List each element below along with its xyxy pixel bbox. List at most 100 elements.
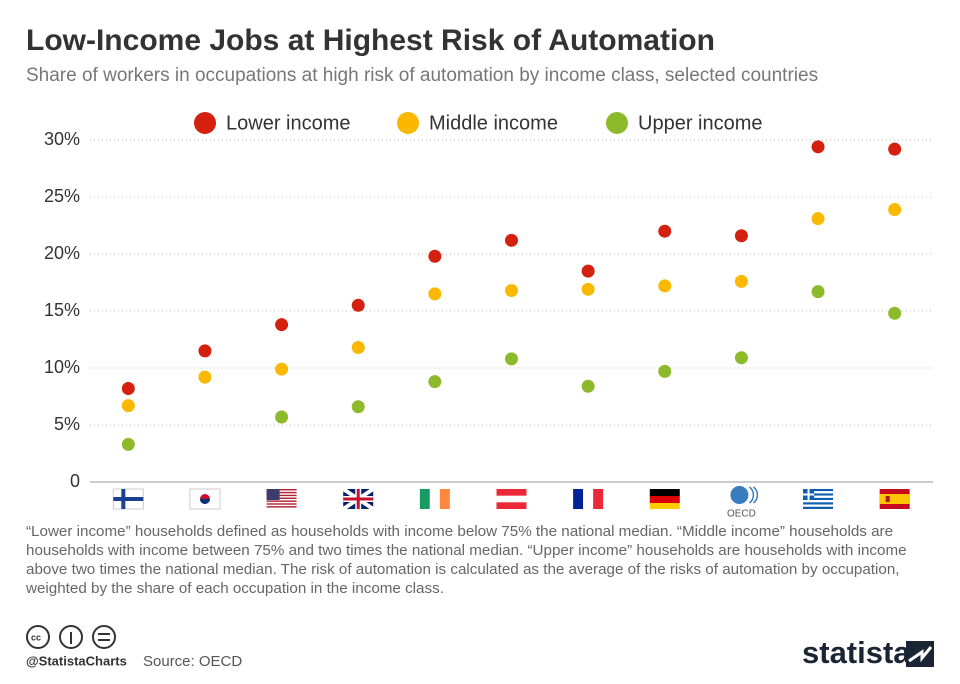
dot bbox=[658, 279, 672, 293]
y-tick-label: 10% bbox=[44, 357, 80, 377]
flag-icon bbox=[419, 489, 450, 509]
dot bbox=[121, 382, 135, 396]
dot bbox=[581, 264, 595, 278]
flag bbox=[649, 496, 680, 503]
dot bbox=[121, 399, 135, 413]
flag bbox=[803, 491, 834, 494]
cc-text: cc bbox=[31, 632, 41, 642]
flag bbox=[266, 491, 297, 494]
dot bbox=[811, 140, 825, 154]
chart-subtitle: Share of workers in occupations at high … bbox=[26, 65, 818, 86]
footnote: “Lower income” households defined as hou… bbox=[26, 523, 907, 597]
flag bbox=[803, 489, 834, 492]
flag bbox=[343, 489, 374, 509]
dot bbox=[811, 212, 825, 226]
flag-icon bbox=[573, 489, 604, 509]
dot bbox=[428, 249, 442, 263]
flag bbox=[573, 489, 584, 509]
legend-marker bbox=[606, 112, 628, 134]
y-tick-label: 25% bbox=[44, 186, 80, 206]
dot bbox=[505, 283, 518, 297]
flag-icon bbox=[112, 488, 144, 510]
dot bbox=[658, 364, 672, 378]
legend-label: Middle income bbox=[429, 112, 558, 134]
y-tick-label: 30% bbox=[44, 129, 80, 149]
flag bbox=[803, 493, 834, 496]
dot bbox=[351, 298, 365, 312]
dot bbox=[275, 318, 289, 332]
dot bbox=[581, 379, 595, 393]
flag-icon bbox=[189, 488, 221, 510]
flag bbox=[593, 489, 604, 509]
dot bbox=[275, 362, 289, 376]
dot bbox=[428, 287, 442, 301]
legend-marker bbox=[194, 112, 216, 134]
brand: statista bbox=[802, 635, 911, 670]
flag-icon bbox=[730, 486, 759, 504]
flag bbox=[803, 504, 834, 507]
flag bbox=[803, 495, 834, 498]
dot bbox=[734, 229, 748, 243]
dot bbox=[505, 352, 518, 366]
flag bbox=[113, 497, 144, 501]
chart-title: Low-Income Jobs at Highest Risk of Autom… bbox=[26, 24, 715, 57]
flag-icon bbox=[496, 489, 527, 509]
flag bbox=[730, 486, 749, 504]
flag bbox=[803, 489, 815, 500]
dot bbox=[198, 370, 212, 384]
dot bbox=[198, 344, 212, 358]
source: Source: OECD bbox=[143, 653, 242, 670]
flag bbox=[266, 503, 297, 505]
dot bbox=[658, 224, 672, 238]
flag bbox=[885, 496, 890, 502]
flag bbox=[748, 486, 759, 504]
flag bbox=[439, 489, 450, 509]
flag bbox=[429, 489, 440, 509]
flag bbox=[199, 499, 210, 504]
flag bbox=[583, 489, 594, 509]
flag bbox=[649, 503, 680, 509]
dot bbox=[275, 410, 289, 424]
dot bbox=[351, 340, 365, 354]
y-tick-label: 5% bbox=[54, 414, 80, 434]
dot bbox=[888, 142, 902, 156]
flag bbox=[803, 497, 834, 501]
legend-label: Upper income bbox=[638, 112, 763, 134]
flag bbox=[879, 494, 910, 504]
flag-icon bbox=[803, 489, 834, 509]
dot bbox=[734, 351, 748, 365]
credit: @StatistaCharts bbox=[26, 653, 127, 668]
flag bbox=[803, 502, 834, 505]
flag bbox=[496, 495, 527, 503]
cc-icons bbox=[26, 625, 116, 649]
flag bbox=[121, 489, 126, 509]
flag-icon bbox=[879, 489, 910, 509]
brand-icon bbox=[906, 641, 934, 667]
flag-icon bbox=[266, 489, 297, 508]
flag bbox=[649, 489, 680, 496]
dot bbox=[581, 282, 595, 296]
legend-label: Lower income bbox=[226, 112, 351, 134]
dot bbox=[888, 306, 902, 320]
y-tick-label: 20% bbox=[44, 243, 80, 263]
flag bbox=[266, 497, 297, 499]
flag bbox=[266, 500, 297, 502]
flag-icon bbox=[342, 487, 375, 511]
dot bbox=[505, 233, 518, 247]
dot bbox=[428, 375, 442, 389]
flag bbox=[803, 500, 834, 503]
dot bbox=[121, 437, 135, 451]
dot bbox=[811, 285, 825, 299]
x-tick-label: OECD bbox=[727, 509, 756, 520]
y-tick-label: 0 bbox=[70, 471, 80, 491]
dot bbox=[734, 274, 748, 288]
flag-icon bbox=[649, 489, 680, 509]
flag bbox=[803, 506, 834, 509]
flag bbox=[266, 489, 297, 491]
flag bbox=[266, 494, 297, 497]
y-tick-label: 15% bbox=[44, 300, 80, 320]
flag bbox=[419, 489, 430, 509]
flag bbox=[266, 506, 297, 508]
dot bbox=[351, 400, 365, 414]
